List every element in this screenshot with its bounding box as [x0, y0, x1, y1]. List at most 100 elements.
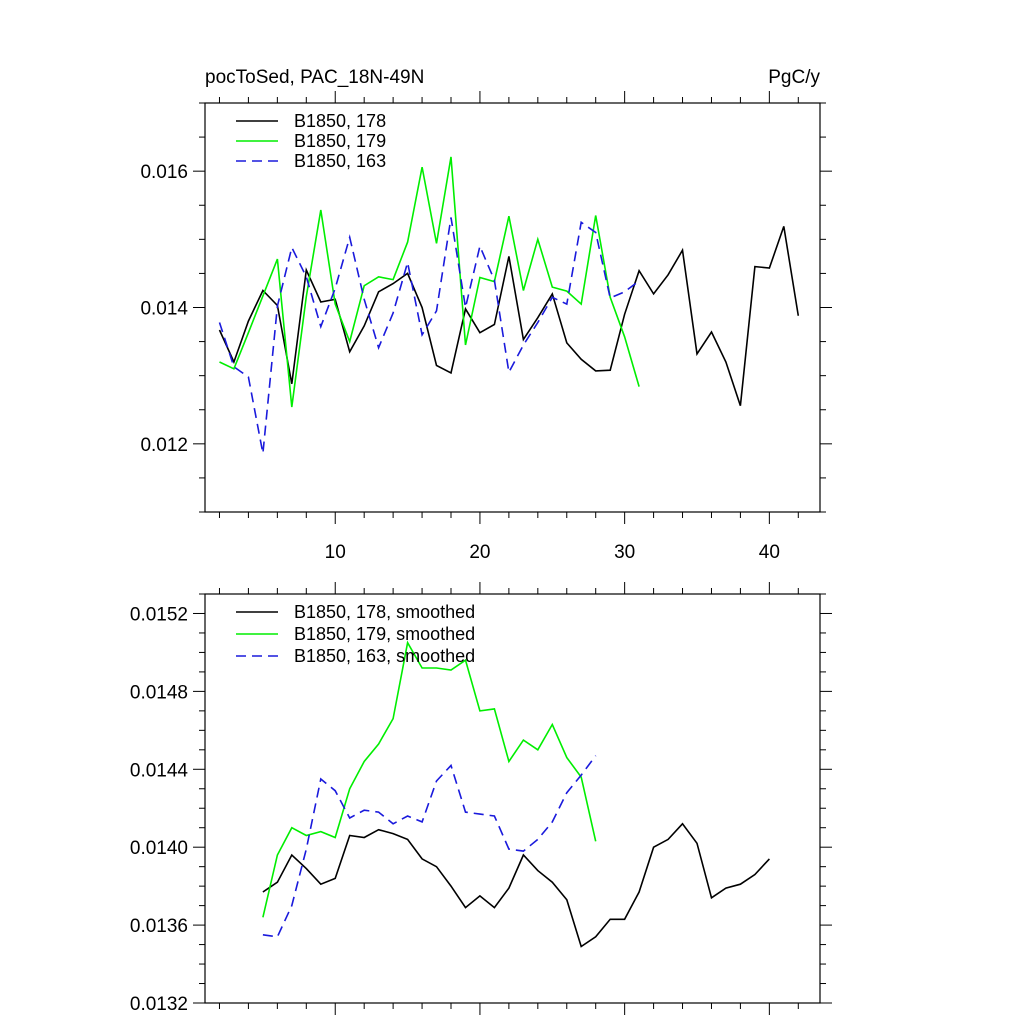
bottom-y-tick-label: 0.0148 — [130, 682, 188, 703]
data-point — [623, 313, 625, 315]
data-point — [377, 276, 379, 278]
data-point — [320, 883, 322, 885]
top-x-tick-label: 30 — [614, 542, 635, 563]
data-point — [218, 329, 220, 331]
data-point — [450, 216, 452, 218]
data-point — [305, 848, 307, 850]
data-point — [508, 848, 510, 850]
data-point — [247, 332, 249, 334]
data-point — [566, 290, 568, 292]
data-point — [681, 249, 683, 251]
data-point — [377, 743, 379, 745]
data-point — [421, 858, 423, 860]
data-point — [435, 310, 437, 312]
data-point — [551, 286, 553, 288]
data-point — [537, 869, 539, 871]
data-point — [349, 236, 351, 238]
data-point — [320, 325, 322, 327]
data-point — [334, 877, 336, 879]
data-point — [493, 906, 495, 908]
data-point — [681, 823, 683, 825]
data-point — [566, 303, 568, 305]
data-point — [435, 364, 437, 366]
bottom-series-line-1 — [262, 822, 770, 948]
top-series-line-3 — [218, 217, 640, 454]
data-point — [320, 830, 322, 832]
top-series-points-2 — [218, 156, 640, 408]
data-point — [349, 788, 351, 790]
data-point — [450, 156, 452, 158]
bottom-plot-frame — [204, 593, 821, 1004]
data-point — [349, 834, 351, 836]
data-point — [450, 885, 452, 887]
bottom-y-tick-label: 0.0132 — [130, 994, 188, 1015]
data-point — [464, 344, 466, 346]
data-point — [479, 813, 481, 815]
bottom-legend-label-1: B1850, 178, smoothed — [294, 602, 475, 622]
data-point — [363, 285, 365, 287]
data-point — [291, 854, 293, 856]
data-point — [783, 225, 785, 227]
data-point — [276, 305, 278, 307]
bottom-legend-label-2: B1850, 179, smoothed — [294, 624, 475, 644]
data-point — [262, 891, 264, 893]
data-point — [566, 756, 568, 758]
data-point — [334, 836, 336, 838]
data-point — [667, 274, 669, 276]
data-point — [493, 279, 495, 281]
data-point — [421, 667, 423, 669]
data-point — [522, 854, 524, 856]
bottom-y-tick-label: 0.0152 — [130, 604, 188, 625]
data-point — [363, 298, 365, 300]
data-point — [392, 282, 394, 284]
data-point — [392, 312, 394, 314]
data-point — [537, 321, 539, 323]
top-y-tick-label: 0.012 — [140, 435, 188, 456]
bottom-y-tick-label: 0.0140 — [130, 838, 188, 859]
data-point — [696, 353, 698, 355]
data-point — [320, 778, 322, 780]
data-point — [479, 245, 481, 247]
bottom-y-tick-label: 0.0144 — [130, 760, 189, 781]
data-point — [406, 815, 408, 817]
data-point — [479, 895, 481, 897]
data-point — [595, 755, 597, 757]
data-point — [551, 723, 553, 725]
data-point — [508, 760, 510, 762]
data-point — [392, 832, 394, 834]
bottom-series-line-2 — [262, 640, 597, 918]
data-point — [262, 289, 264, 291]
data-point — [551, 881, 553, 883]
data-point — [551, 296, 553, 298]
data-point — [522, 344, 524, 346]
top-x-tick-label: 10 — [325, 542, 346, 563]
top-x-tick-label: 20 — [469, 542, 490, 563]
data-point — [291, 246, 293, 248]
data-point — [609, 918, 611, 920]
data-point — [725, 887, 727, 889]
data-point — [667, 838, 669, 840]
data-point — [537, 238, 539, 240]
top-legend-label-3: B1850, 163 — [294, 151, 386, 171]
data-point — [377, 347, 379, 349]
data-point — [262, 916, 264, 918]
top-panel: pocToSed, PAC_18N-49N PgC/y 10 20 30 40 0.01… — [140, 67, 832, 563]
data-point — [609, 369, 611, 371]
data-point — [276, 854, 278, 856]
bottom-series-line-3 — [262, 755, 597, 938]
data-point — [464, 811, 466, 813]
top-series-line-1 — [218, 226, 800, 406]
data-point — [291, 383, 293, 385]
data-point — [291, 827, 293, 829]
data-point — [638, 385, 640, 387]
data-point — [392, 823, 394, 825]
data-point — [696, 842, 698, 844]
data-point — [305, 867, 307, 869]
data-point — [710, 331, 712, 333]
data-point — [247, 376, 249, 378]
data-point — [218, 321, 220, 323]
top-y-tick-label: 0.014 — [140, 299, 188, 320]
data-point — [334, 790, 336, 792]
data-point — [392, 278, 394, 280]
